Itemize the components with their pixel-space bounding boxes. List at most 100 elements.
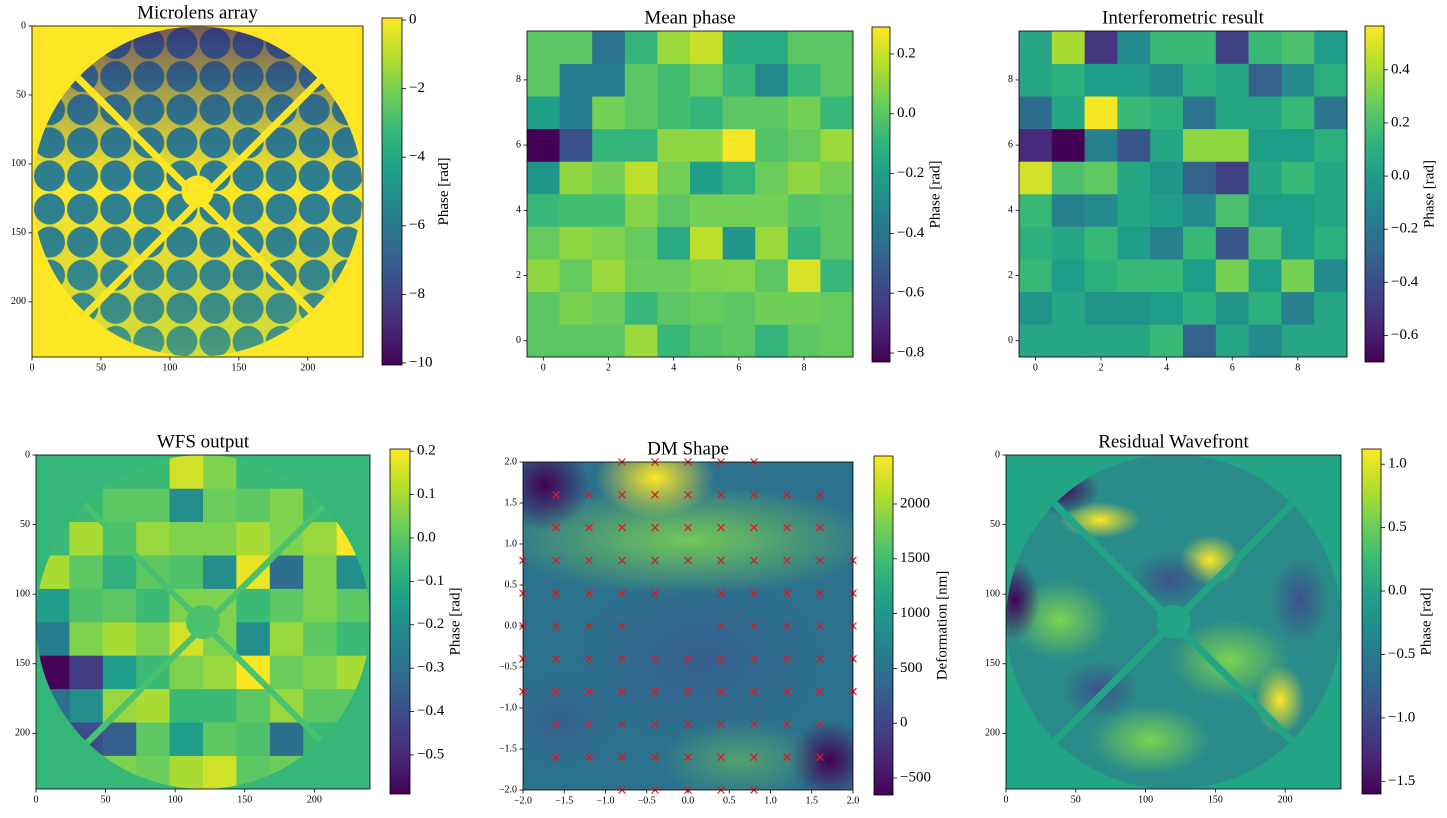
- heatmap-cell: [1281, 128, 1315, 162]
- actuator-marker: [651, 490, 659, 499]
- heatmap-cell: [1248, 63, 1282, 97]
- actuator-marker: [552, 654, 560, 663]
- heatmap-cell: [102, 655, 137, 690]
- colorbar-tick-label: −0.6: [897, 285, 925, 301]
- heatmap-cell: [1051, 259, 1085, 293]
- x-tick-label: 2: [606, 362, 611, 373]
- y-tick-label: −1.5: [499, 743, 517, 754]
- wfs-spider: [67, 487, 343, 763]
- colorbar-tick-label: −2: [409, 80, 425, 96]
- heatmap-cell: [236, 688, 271, 723]
- heatmap-cell: [722, 226, 756, 260]
- actuator-marker: [651, 654, 659, 663]
- axes-frame: [1005, 454, 1342, 790]
- actuator-marker: [585, 556, 593, 565]
- actuator-marker: [552, 490, 560, 499]
- y-tick-label: 0: [995, 449, 1000, 460]
- colorbar: [381, 17, 403, 366]
- heatmap-cell: [336, 622, 370, 656]
- heatmap-cell: [657, 259, 691, 293]
- heatmap-cell: [1281, 324, 1315, 358]
- heatmap-cell: [1215, 96, 1249, 130]
- actuator-marker: [618, 523, 626, 532]
- actuator-marker: [783, 654, 791, 663]
- heatmap-cell: [102, 622, 137, 656]
- x-tick-label: 100: [168, 794, 183, 805]
- actuator-marker: [552, 720, 560, 729]
- heatmap-cell: [559, 291, 593, 325]
- heatmap-cell: [787, 161, 821, 195]
- heatmap-cell: [755, 128, 789, 162]
- heatmap-cell: [820, 161, 854, 195]
- heatmap-cell: [592, 96, 626, 130]
- heatmap-cell: [203, 488, 237, 523]
- colorbar-tick-label: −0.2: [897, 165, 924, 181]
- heatmap-cell: [1150, 96, 1184, 130]
- colorbar-tick-label: 0.5: [1388, 519, 1407, 535]
- heatmap-cell: [102, 488, 137, 523]
- actuator-marker: [717, 720, 725, 729]
- heatmap-cell: [203, 455, 237, 489]
- actuator-marker: [585, 720, 593, 729]
- heatmap-cell: [269, 555, 304, 589]
- actuator-marker: [684, 687, 692, 696]
- heatmap-cell: [1084, 161, 1118, 195]
- heatmap-cell: [1019, 63, 1053, 97]
- heatmap-cell: [236, 722, 271, 756]
- actuator-marker: [651, 720, 659, 729]
- heatmap-cell: [559, 226, 593, 260]
- heatmap-cell: [169, 455, 204, 489]
- heatmap-cell: [1314, 31, 1348, 64]
- heatmap-cell: [690, 63, 723, 97]
- heatmap-cell: [36, 622, 70, 656]
- y-tick-label: 100: [15, 588, 30, 599]
- actuator-marker: [750, 687, 758, 696]
- heatmap-cell: [820, 226, 854, 260]
- heatmap-cell: [303, 688, 337, 723]
- actuator-marker: [750, 556, 758, 565]
- actuator-marker: [585, 622, 593, 630]
- heatmap-cell: [1019, 31, 1053, 64]
- y-tick-label: 0: [21, 20, 26, 31]
- actuator-marker: [783, 687, 791, 696]
- heatmap-cell: [1314, 161, 1348, 195]
- heatmap-cell: [624, 161, 658, 195]
- heatmap-cell: [755, 324, 789, 358]
- heatmap-cell: [1281, 259, 1315, 293]
- heatmap-cell: [236, 588, 271, 623]
- colorbar-tick-label: 0.0: [1391, 168, 1410, 184]
- heatmap-cell: [657, 96, 691, 130]
- y-tick-label: 0: [25, 449, 30, 460]
- heatmap-cell: [1248, 161, 1282, 195]
- heatmap-cell: [1183, 128, 1217, 162]
- panel-title: WFS output: [157, 431, 250, 452]
- heatmap-cell: [102, 722, 137, 756]
- actuator-marker: [585, 490, 593, 499]
- heatmap-cell: [1215, 128, 1249, 162]
- heatmap-cell: [559, 161, 593, 195]
- heatmap-cell: [527, 63, 560, 97]
- heatmap-cell: [136, 488, 170, 523]
- heatmap-cell: [1150, 128, 1184, 162]
- heatmap-cell: [820, 31, 854, 64]
- heatmap-cell: [592, 63, 626, 97]
- heatmap-cell: [1051, 226, 1085, 260]
- heatmap-cells: [36, 31, 1348, 789]
- actuator-marker: [816, 720, 824, 729]
- heatmap-cell: [136, 521, 170, 556]
- x-tick-label: −2.0: [514, 795, 532, 806]
- y-tick-label: 200: [11, 296, 26, 307]
- x-tick-label: 150: [1208, 794, 1223, 805]
- heatmap-cell: [690, 128, 723, 162]
- heatmap-cell: [169, 521, 204, 556]
- heatmap-cell: [69, 555, 104, 589]
- heatmap-cell: [1314, 63, 1348, 97]
- heatmap-cell: [1084, 96, 1118, 130]
- heatmap-cell: [787, 31, 821, 64]
- actuator-marker: [783, 490, 791, 499]
- x-tick-label: 200: [307, 794, 322, 805]
- actuator-marker: [783, 622, 791, 630]
- y-tick-label: −0.5: [499, 661, 517, 672]
- heatmap-cell: [269, 588, 304, 623]
- x-tick-label: 150: [231, 362, 246, 373]
